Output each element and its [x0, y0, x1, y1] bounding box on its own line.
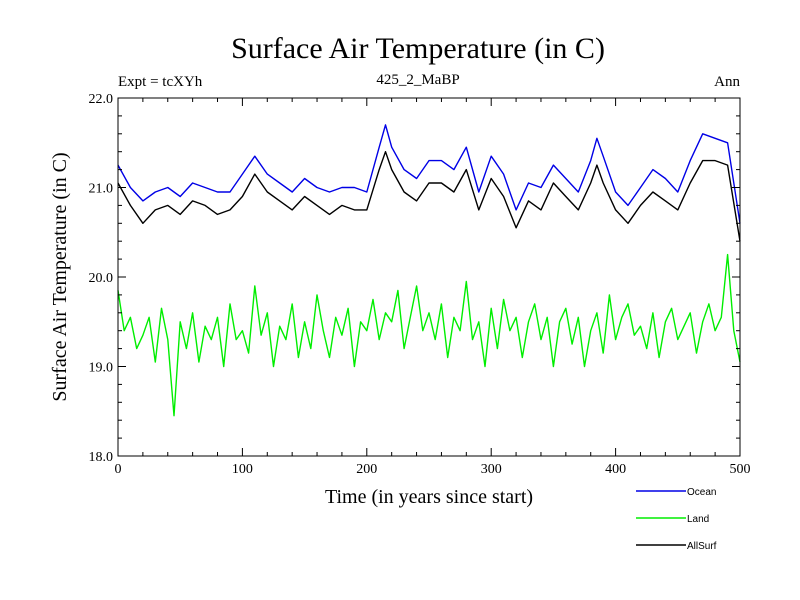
- series-line-land: [117, 253, 741, 417]
- series-line-ocean: [117, 124, 741, 224]
- x-tick-label: 300: [481, 462, 502, 477]
- x-tick-label: 500: [730, 462, 751, 477]
- legend-label-ocean: Ocean: [687, 487, 716, 498]
- x-tick-label: 200: [356, 462, 377, 477]
- series-layer: [117, 124, 741, 417]
- legend: Ocean Land AllSurf: [636, 487, 717, 552]
- y-tick-label: 19.0: [89, 361, 114, 376]
- period-label: 425_2_MaBP: [376, 72, 459, 88]
- legend-label-land: Land: [687, 514, 709, 525]
- chart-title: Surface Air Temperature (in C): [231, 32, 605, 65]
- season-label: Ann: [714, 74, 740, 90]
- y-tick-label: 22.0: [89, 92, 114, 107]
- axes-layer: 0 100 200 300 400 500 18.0 19.0 20.0 21.0 22.0: [89, 92, 751, 477]
- x-tick-label: 400: [605, 462, 626, 477]
- x-tick-label: 0: [115, 462, 122, 477]
- series-line-allsurf: [117, 150, 741, 242]
- y-tick-label: 21.0: [89, 182, 114, 197]
- y-tick-label: 18.0: [89, 450, 114, 465]
- y-axis-label: Surface Air Temperature (in C): [49, 152, 71, 401]
- experiment-label: Expt = tcXYh: [118, 74, 203, 90]
- x-tick-label: 100: [232, 462, 253, 477]
- y-tick-label: 20.0: [89, 271, 114, 286]
- legend-label-allsurf: AllSurf: [687, 541, 717, 552]
- x-axis-label: Time (in years since start): [325, 486, 533, 508]
- plot-frame: [117, 97, 741, 457]
